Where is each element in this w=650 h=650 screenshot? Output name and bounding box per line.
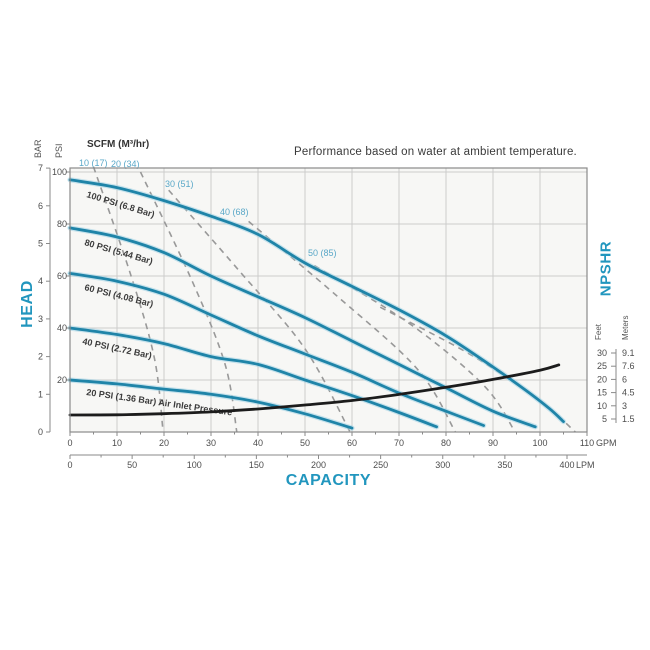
svg-text:40: 40 bbox=[253, 438, 263, 448]
air-consumption-curve bbox=[313, 264, 516, 433]
svg-text:350: 350 bbox=[497, 460, 512, 470]
svg-text:0: 0 bbox=[67, 438, 72, 448]
svg-text:0: 0 bbox=[38, 427, 43, 437]
npshr-feet-value: 10 bbox=[597, 401, 607, 411]
svg-text:300: 300 bbox=[435, 460, 450, 470]
npshr-curve bbox=[68, 363, 561, 417]
pressure-curve-80-psi bbox=[68, 226, 537, 429]
npshr-meters-value: 9.1 bbox=[622, 348, 635, 358]
npshr-scale: 30 9.1 25 7.6 20 6 15 4.5 10 3 5 1.5 Feet Meters bbox=[594, 316, 635, 424]
pressure-curve-20-psi bbox=[68, 378, 354, 430]
chart-title: Performance based on water at ambient te… bbox=[294, 146, 577, 158]
scfm-curve-label: 50 (85) bbox=[308, 248, 337, 258]
svg-text:30: 30 bbox=[206, 438, 216, 448]
svg-text:90: 90 bbox=[488, 438, 498, 448]
svg-text:50: 50 bbox=[300, 438, 310, 448]
svg-text:80: 80 bbox=[441, 438, 451, 448]
svg-text:80: 80 bbox=[57, 219, 67, 229]
npshr-feet-value: 30 bbox=[597, 348, 607, 358]
svg-text:6: 6 bbox=[38, 201, 43, 211]
svg-text:110: 110 bbox=[580, 438, 594, 448]
svg-text:70: 70 bbox=[394, 438, 404, 448]
npshr-meters-value: 4.5 bbox=[622, 388, 635, 398]
svg-text:60: 60 bbox=[347, 438, 357, 448]
svg-text:100: 100 bbox=[532, 438, 547, 448]
y-axis-bar: 7 6 5 4 3 2 1 0 BAR bbox=[33, 139, 51, 437]
bar-unit-header: BAR bbox=[33, 139, 43, 158]
svg-text:40: 40 bbox=[57, 323, 67, 333]
npshr-curve-line bbox=[68, 363, 561, 417]
pressure-curve-40-psi bbox=[68, 326, 438, 429]
scfm-curve-label: 40 (68) bbox=[220, 207, 249, 217]
scfm-curve-label: 20 (34) bbox=[111, 159, 140, 169]
svg-text:150: 150 bbox=[249, 460, 264, 470]
scfm-axis-header: SCFM (M³/hr) bbox=[87, 139, 150, 150]
npshr-feet-value: 5 bbox=[602, 414, 607, 424]
y-axis-psi: 100 80 60 40 20 PSI bbox=[52, 143, 70, 385]
svg-text:100: 100 bbox=[187, 460, 202, 470]
svg-text:10: 10 bbox=[112, 438, 122, 448]
pressure-curve-100-psi bbox=[68, 178, 565, 423]
svg-text:200: 200 bbox=[311, 460, 326, 470]
air-consumption-curve bbox=[92, 166, 164, 433]
svg-text:3: 3 bbox=[38, 314, 43, 324]
npshr-meters-value: 3 bbox=[622, 401, 627, 411]
air-consumption-curve bbox=[168, 189, 351, 433]
scfm-curve-label: 30 (51) bbox=[165, 179, 194, 189]
gpm-unit-label: GPM bbox=[596, 438, 617, 448]
x-axis-title-capacity: CAPACITY bbox=[285, 472, 372, 489]
scfm-curve-label: 10 (17) bbox=[79, 158, 108, 168]
npshr-feet-value: 20 bbox=[597, 374, 607, 384]
svg-text:250: 250 bbox=[373, 460, 388, 470]
svg-text:4: 4 bbox=[38, 276, 43, 286]
svg-text:100: 100 bbox=[52, 167, 67, 177]
svg-text:7: 7 bbox=[38, 163, 43, 173]
pressure-curve-60-psi bbox=[68, 272, 485, 427]
npshr-meters-value: 6 bbox=[622, 374, 627, 384]
svg-text:5: 5 bbox=[38, 239, 43, 249]
svg-text:20: 20 bbox=[159, 438, 169, 448]
svg-text:2: 2 bbox=[38, 352, 43, 362]
svg-text:400: 400 bbox=[559, 460, 574, 470]
npshr-meters-value: 1.5 bbox=[622, 414, 635, 424]
svg-text:60: 60 bbox=[57, 271, 67, 281]
psi-unit-header: PSI bbox=[54, 143, 64, 158]
npshr-feet-value: 25 bbox=[597, 361, 607, 371]
svg-text:0: 0 bbox=[67, 460, 72, 470]
svg-text:1: 1 bbox=[38, 389, 43, 399]
npshr-meters-value: 7.6 bbox=[622, 361, 635, 371]
x-axis-gpm: 0 10 20 30 40 50 60 70 80 90 100 110 GPM bbox=[67, 432, 617, 448]
lpm-unit-label: LPM bbox=[576, 460, 595, 470]
svg-text:50: 50 bbox=[127, 460, 137, 470]
feet-header: Feet bbox=[594, 323, 603, 340]
svg-text:20: 20 bbox=[57, 375, 67, 385]
meters-header: Meters bbox=[621, 316, 630, 340]
x-axis-lpm: 0 50 100 150 200 250 300 350 400 LPM bbox=[67, 454, 595, 470]
npshr-feet-value: 15 bbox=[597, 388, 607, 398]
